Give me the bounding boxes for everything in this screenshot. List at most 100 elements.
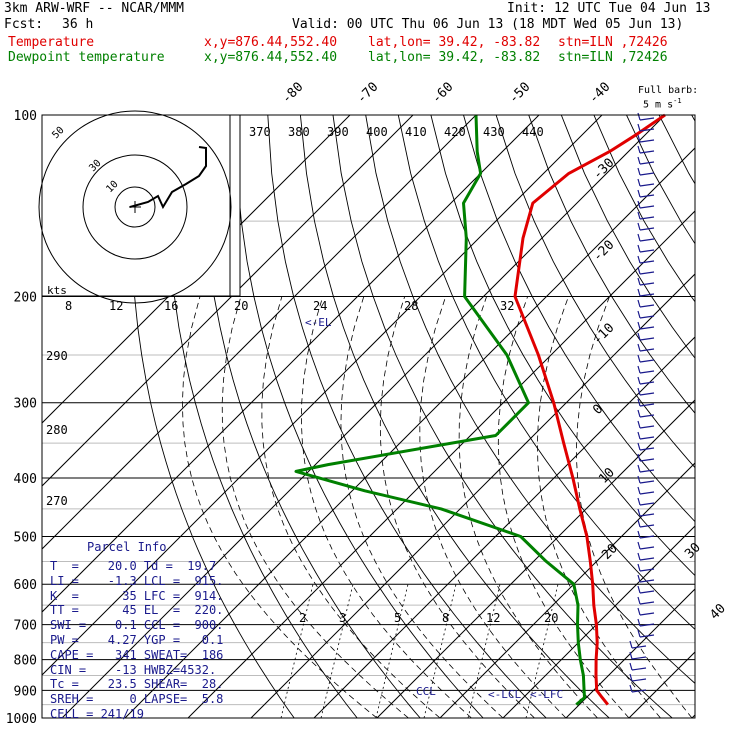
wind-barb-flag xyxy=(637,442,641,451)
wind-barb xyxy=(639,139,655,143)
wind-barb-flag xyxy=(637,486,641,495)
parcel-info-row: T = 20.0 Td = 19.7 xyxy=(50,559,217,573)
wind-barb xyxy=(639,414,655,418)
theta-label-left: 270 xyxy=(46,494,68,508)
model-title: 3km ARW-WRF -- NCAR/MMM xyxy=(4,1,185,16)
wind-barb-flag xyxy=(637,255,641,264)
theta-label: 400 xyxy=(366,125,388,139)
wind-barb-flag xyxy=(637,464,641,473)
theta-label: 380 xyxy=(288,125,310,139)
moist-adiabat xyxy=(497,296,630,718)
wind-barb xyxy=(639,183,655,187)
wind-barb xyxy=(639,161,655,165)
wind-barb-flag xyxy=(637,365,641,374)
parcel-info-row: CIN = -13 HWBZ=4532. xyxy=(50,662,217,677)
isotherm-label-right: -20 xyxy=(590,238,617,265)
wind-barb xyxy=(639,601,655,605)
speed-label: 28 xyxy=(404,299,418,313)
isotherm-label-top: -40 xyxy=(586,80,613,107)
wind-barb xyxy=(639,557,655,561)
speed-label: 8 xyxy=(65,299,72,313)
isotherm-label-right: 40 xyxy=(707,601,729,623)
theta-label: 430 xyxy=(483,125,505,139)
valid-time: Valid: 00 UTC Thu 06 Jun 13 (18 MDT Wed … xyxy=(292,17,684,32)
isotherm-line xyxy=(42,115,414,487)
wind-barb xyxy=(639,348,655,352)
wind-barb-flag xyxy=(637,310,641,319)
wind-barb-flag xyxy=(637,508,641,517)
wind-barb-flag xyxy=(637,145,641,154)
wind-barb-flag xyxy=(637,288,641,297)
theta-label: 390 xyxy=(327,125,349,139)
wind-barb-flag xyxy=(637,453,641,462)
wind-barb-flag xyxy=(629,662,633,671)
dry-adiabat xyxy=(724,115,740,718)
wind-barb xyxy=(639,337,655,341)
wind-barb-flag xyxy=(637,563,641,572)
plot-frame xyxy=(41,114,696,719)
mixing-ratio-label: 3 xyxy=(339,611,346,625)
parcel-info-row: LI = -1.3 LCL = 915. xyxy=(50,573,224,588)
temperature-station: stn=ILN ,72426 xyxy=(558,35,668,50)
wind-barb xyxy=(639,282,655,286)
mixing-ratio-line xyxy=(320,584,354,718)
wind-barb-flag xyxy=(637,629,641,638)
dry-adiabat xyxy=(397,115,695,631)
wind-barb xyxy=(639,458,655,462)
pressure-tick-500: 500 xyxy=(14,530,37,545)
hodograph-ring xyxy=(82,154,188,260)
pressure-tick-200: 200 xyxy=(14,291,37,306)
theta-label: 410 xyxy=(405,125,427,139)
wind-barb xyxy=(639,502,655,506)
temperature-latlon: lat,lon= 39.42, -83.82 xyxy=(368,35,541,50)
wind-barb-flag xyxy=(637,211,641,220)
wind-barb-flag xyxy=(637,552,641,561)
wind-barb-flag xyxy=(637,354,641,363)
parcel-info-row: TT = 45 EL = 220. xyxy=(50,603,224,618)
isotherm-label-top: -80 xyxy=(279,80,306,107)
wind-barb xyxy=(639,612,655,616)
temperature-legend: Temperature xyxy=(8,35,95,50)
wind-barb-flag xyxy=(637,530,641,539)
mixing-ratio-label: 20 xyxy=(544,611,558,625)
el-annotation: <-EL xyxy=(305,316,332,329)
dry-adiabat xyxy=(430,115,695,577)
parcel-info-row: Tc = 23.5 SHEAR= 28. xyxy=(50,677,224,692)
wind-barb xyxy=(639,425,655,429)
speed-label: 32 xyxy=(500,299,514,313)
lfc-annotation: <-LFC xyxy=(530,688,564,701)
dry-adiabat xyxy=(267,115,547,718)
wind-barb xyxy=(639,194,655,198)
wind-barb xyxy=(639,249,655,253)
wind-barb-flag xyxy=(637,156,641,165)
wind-barb-flag xyxy=(637,112,641,121)
wind-barb xyxy=(639,392,655,396)
wind-barb-flag xyxy=(637,431,641,440)
wind-barb-flag xyxy=(637,134,641,143)
speed-label: 24 xyxy=(313,299,327,313)
wind-barb-flag xyxy=(637,618,641,627)
dry-adiabat xyxy=(299,115,610,718)
moist-adiabat xyxy=(536,296,661,718)
wind-barb xyxy=(639,524,655,528)
hodograph-box xyxy=(41,114,241,297)
wind-barb xyxy=(639,172,655,176)
wind-barb-flag xyxy=(637,123,641,132)
pressure-tick-600: 600 xyxy=(14,578,37,593)
pressure-tick-400: 400 xyxy=(14,472,37,487)
wind-barb xyxy=(639,128,655,132)
wind-barb-flag xyxy=(637,233,641,242)
wind-barb-flag xyxy=(637,376,641,385)
wind-barb xyxy=(639,293,655,297)
speed-label: 16 xyxy=(164,299,178,313)
wind-barb xyxy=(639,381,655,385)
moist-adiabat xyxy=(576,296,693,718)
parcel-info-row: SREH = 0 LAPSE= 5.8 xyxy=(50,692,224,707)
wind-barb-flag xyxy=(637,200,641,209)
wind-barb xyxy=(631,656,647,660)
wind-barb xyxy=(639,491,655,495)
forecast-hour: 36 h xyxy=(62,17,94,32)
wind-barb-flag xyxy=(637,409,641,418)
parcel-info-row: CELL = 241/19 xyxy=(50,707,144,721)
moist-adiabat xyxy=(419,296,567,718)
